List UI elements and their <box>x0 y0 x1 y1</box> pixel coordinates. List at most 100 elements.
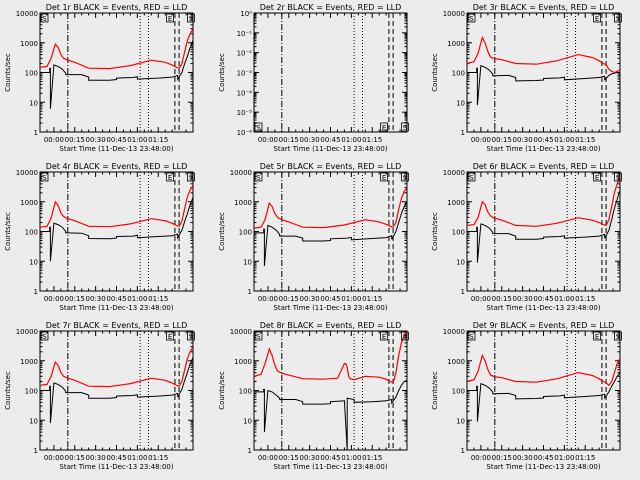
y-tick-label: 100 <box>452 229 465 237</box>
panel-title: Det 3r BLACK = Events, RED = LLD <box>473 3 615 12</box>
y-tick-label: 100 <box>25 229 38 237</box>
marker-label: S <box>469 333 474 341</box>
panel-title: Det 5r BLACK = Events, RED = LLD <box>260 162 402 171</box>
y-axis-label: Counts/sec <box>4 371 12 410</box>
series-line-events <box>254 379 407 450</box>
y-tick-label: 10000 <box>16 10 38 18</box>
panel-det-9: Det 9r BLACK = Events, RED = LLD 1 10 100 10… <box>431 321 622 471</box>
marker-box <box>187 172 195 182</box>
x-tick-label: 01:00 <box>341 454 361 462</box>
x-tick-label: 00:15 <box>492 295 512 303</box>
x-tick-label: 00:15 <box>65 295 85 303</box>
panel-title: Det 9r BLACK = Events, RED = LLD <box>473 321 615 330</box>
marker-label: E <box>382 174 386 182</box>
plot-frame <box>253 330 408 451</box>
x-axis-label: Start Time (11-Dec-13 23:48:00) <box>273 463 387 471</box>
x-tick-label: 00:00 <box>44 136 64 144</box>
marker-box <box>401 122 409 132</box>
series-line-lld <box>254 332 407 384</box>
x-axis-label: Start Time (11-Dec-13 23:48:00) <box>59 304 173 312</box>
x-tick-label: 00:15 <box>65 454 85 462</box>
series-line-lld <box>40 185 193 228</box>
marker-box <box>166 172 174 182</box>
y-tick-label: 1000 <box>20 40 38 48</box>
x-tick-label: 00:15 <box>65 136 85 144</box>
marker-label: E <box>595 15 599 23</box>
x-tick-label: 00:00 <box>258 136 278 144</box>
x-tick-label: 00:30 <box>513 295 533 303</box>
series-line-lld <box>254 187 407 229</box>
marker-label: E <box>382 333 386 341</box>
marker-label: E <box>168 333 172 341</box>
y-tick-label: 1 <box>461 288 465 296</box>
marker-label: E <box>168 15 172 23</box>
x-tick-label: 00:30 <box>300 136 320 144</box>
x-tick-label: 00:15 <box>279 454 299 462</box>
x-tick-label: 00:30 <box>86 136 106 144</box>
marker-box <box>401 331 409 341</box>
x-tick-label: 01:00 <box>127 136 147 144</box>
x-tick-label: 01:15 <box>362 295 382 303</box>
x-axis-label: Start Time (11-Dec-13 23:48:00) <box>486 463 600 471</box>
marker-label: S <box>189 15 194 23</box>
panel-det-6: Det 6r BLACK = Events, RED = LLD 1 10 100 10… <box>431 162 622 312</box>
x-axis-label: Start Time (11-Dec-13 23:48:00) <box>59 145 173 153</box>
x-tick-label: 00:30 <box>513 454 533 462</box>
panel-det-1: Det 1r BLACK = Events, RED = LLD 1 10 100 10… <box>4 3 195 153</box>
marker-box <box>614 331 622 341</box>
x-axis-label: Start Time (11-Dec-13 23:48:00) <box>486 304 600 312</box>
plot-data <box>40 172 193 291</box>
y-tick-label: 1000 <box>234 199 252 207</box>
marker-label: E <box>595 333 599 341</box>
x-tick-label: 01:15 <box>148 136 168 144</box>
marker-label: S <box>469 174 474 182</box>
x-tick-label: 01:15 <box>362 136 382 144</box>
x-tick-label: 00:00 <box>258 295 278 303</box>
y-tick-label: 1000 <box>447 358 465 366</box>
series-line-lld <box>467 353 620 387</box>
y-tick-label: 1 <box>34 447 38 455</box>
marker-box <box>166 13 174 23</box>
marker-box <box>254 172 263 182</box>
series-line-lld <box>40 346 193 388</box>
plot-frame <box>466 330 621 451</box>
plot-data <box>467 172 620 291</box>
y-tick-label: 100 <box>239 388 252 396</box>
y-tick-label: 10 <box>29 99 38 107</box>
x-tick-label: 01:15 <box>148 454 168 462</box>
x-tick-label: 00:00 <box>44 454 64 462</box>
marker-label: S <box>256 333 261 341</box>
x-tick-label: 00:45 <box>106 295 126 303</box>
plot-frame <box>39 171 194 292</box>
x-tick-label: 00:30 <box>300 454 320 462</box>
x-tick-label: 00:00 <box>471 136 491 144</box>
plot-data <box>254 172 407 291</box>
x-tick-label: 01:15 <box>575 454 595 462</box>
panel-title: Det 1r BLACK = Events, RED = LLD <box>46 3 188 12</box>
y-tick-label: 10 <box>456 417 465 425</box>
y-tick-label: 100 <box>452 388 465 396</box>
marker-box <box>401 172 409 182</box>
y-tick-label: 100 <box>25 388 38 396</box>
marker-box <box>614 172 622 182</box>
y-tick-label: 10000 <box>16 169 38 177</box>
y-axis-label: Counts/sec <box>431 212 439 251</box>
marker-box <box>40 331 49 341</box>
marker-box <box>254 122 263 132</box>
y-tick-label: 10000 <box>230 328 252 336</box>
marker-label: S <box>403 333 408 341</box>
marker-label: S <box>616 15 621 23</box>
x-axis-label: Start Time (11-Dec-13 23:48:00) <box>486 145 600 153</box>
y-tick-label: 10 <box>456 99 465 107</box>
panel-title: Det 2r BLACK = Events, RED = LLD <box>260 3 402 12</box>
marker-label: S <box>616 174 621 182</box>
y-tick-label: 1000 <box>20 199 38 207</box>
y-tick-label: 10⁻² <box>237 50 253 58</box>
plot-data <box>254 331 407 450</box>
plot-frame <box>39 12 194 133</box>
y-tick-label: 10 <box>29 417 38 425</box>
series-line-events <box>40 357 193 424</box>
series-line-events <box>40 40 193 109</box>
y-tick-label: 10000 <box>443 169 465 177</box>
